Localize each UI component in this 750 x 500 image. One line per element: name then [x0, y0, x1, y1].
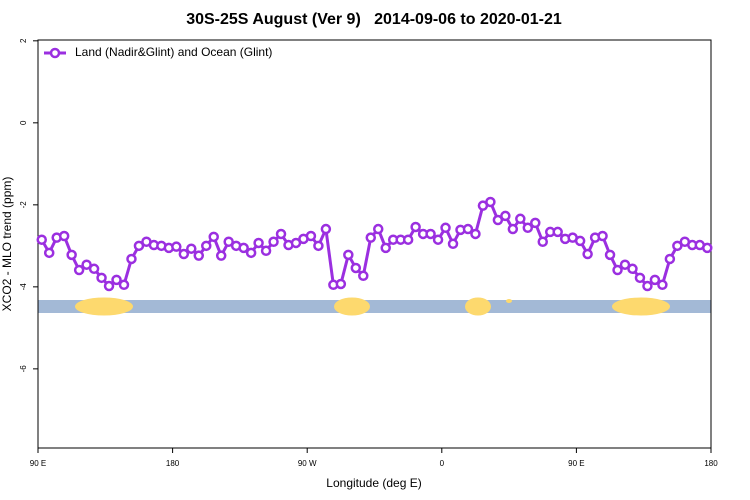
x-tick-label: 90 E [568, 459, 584, 468]
data-point [515, 213, 526, 225]
data-point [380, 242, 391, 254]
data-point [245, 247, 257, 259]
data-point [507, 223, 519, 235]
data-point [657, 279, 668, 291]
data-point [320, 223, 332, 235]
data-point [343, 249, 354, 261]
data-point [253, 237, 264, 249]
land-blob [506, 299, 512, 303]
legend-label: Land (Nadir&Glint) and Ocean (Glint) [75, 45, 272, 59]
data-point [627, 263, 638, 275]
data-point [634, 272, 646, 284]
data-point [552, 226, 563, 238]
data-point [462, 223, 474, 235]
y-axis-label: XCO2 - MLO trend (ppm) [0, 177, 14, 312]
data-point [66, 249, 77, 261]
data-point [402, 234, 414, 245]
data-point [335, 278, 347, 290]
data-point [350, 262, 362, 274]
data-point [305, 230, 317, 242]
ocean-band [38, 300, 711, 313]
data-point [260, 245, 272, 257]
data-point [672, 240, 683, 252]
x-axis-label: Longitude (deg E) [326, 476, 421, 490]
x-tick-label: 90 E [30, 459, 46, 468]
x-tick-label: 90 W [298, 459, 317, 468]
data-point [365, 232, 377, 243]
data-point [432, 234, 444, 245]
data-point [201, 240, 212, 252]
y-tick-label: -4 [19, 283, 28, 291]
data-point [664, 253, 676, 265]
data-point [290, 237, 302, 249]
land-blob [612, 297, 670, 316]
data-point [604, 249, 616, 261]
data-point [126, 253, 137, 265]
data-point [186, 243, 197, 254]
data-point [133, 240, 145, 252]
plot-frame [37, 39, 712, 449]
data-point [275, 228, 287, 240]
data-point [111, 274, 122, 286]
x-tick-label: 180 [704, 459, 718, 468]
data-point [582, 248, 593, 260]
data-point [171, 241, 182, 252]
data-point [530, 217, 541, 229]
data-point [178, 248, 190, 260]
data-point [223, 236, 234, 247]
data-point [215, 250, 227, 261]
data-point [642, 280, 653, 292]
legend-marker [49, 47, 61, 59]
data-point [597, 230, 608, 242]
data-point [485, 196, 496, 208]
data-point [500, 210, 511, 222]
y-tick-label: 2 [19, 38, 28, 43]
data-point [522, 222, 534, 234]
data-point [425, 228, 436, 240]
data-point [36, 234, 47, 245]
data-point [73, 264, 85, 276]
surface-band [38, 297, 711, 316]
data-point [103, 280, 115, 292]
data-point [702, 242, 713, 254]
data-point [358, 270, 369, 282]
data-point [492, 214, 504, 226]
data-point [58, 230, 70, 242]
data-point [43, 247, 55, 259]
data-point [118, 279, 130, 291]
data-point [88, 263, 100, 275]
data-point [619, 259, 631, 270]
data-point [470, 228, 481, 240]
y-tick-label: -6 [19, 365, 28, 373]
y-tick-label: -2 [19, 201, 28, 209]
data-point [649, 274, 661, 286]
data-point [574, 235, 586, 247]
data-point [612, 264, 623, 276]
data-point [96, 272, 107, 284]
data-point [268, 236, 279, 247]
chart-title: 30S-25S August (Ver 9) 2014-09-06 to 202… [186, 11, 562, 28]
data-point [410, 221, 421, 233]
data-point [537, 236, 548, 247]
data-point [193, 250, 205, 261]
data-point [238, 242, 249, 254]
data-point [447, 238, 459, 250]
land-blob [465, 297, 491, 316]
data-point [208, 231, 219, 243]
land-blob [75, 297, 133, 316]
land-blob [334, 297, 370, 316]
x-tick-label: 180 [166, 459, 180, 468]
x-tick-label: 0 [440, 459, 445, 468]
data-point [313, 240, 324, 252]
data-point [440, 222, 451, 234]
y-tick-label: 0 [19, 120, 28, 125]
data-point [372, 223, 384, 235]
data-point [81, 259, 92, 270]
